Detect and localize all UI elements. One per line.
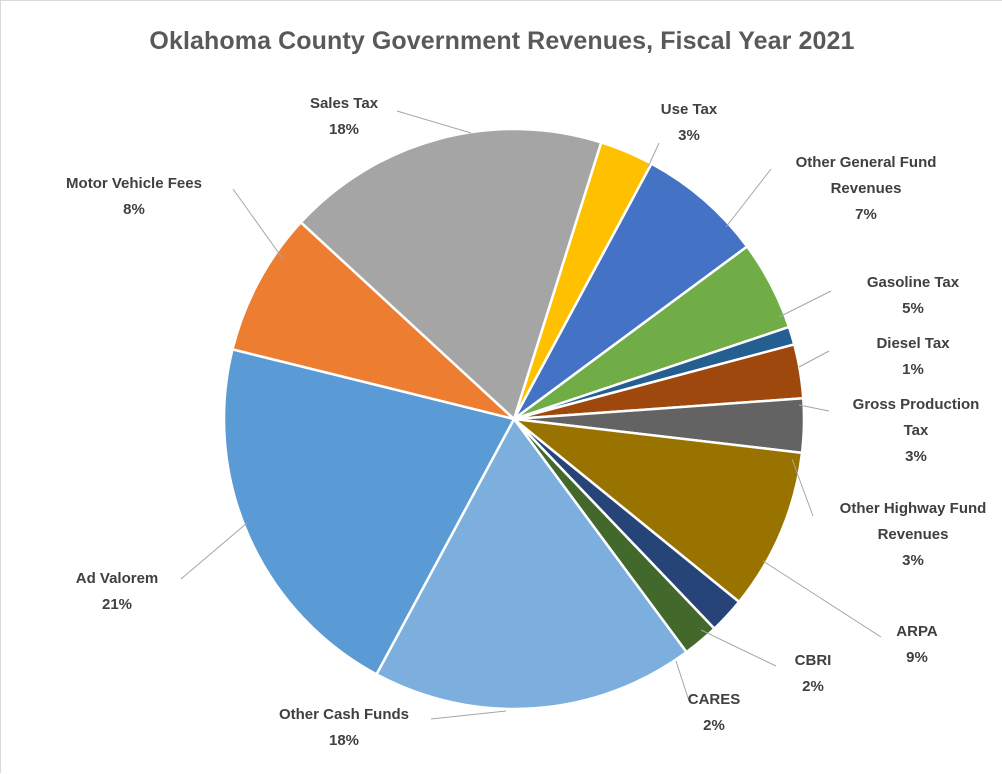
leader-line-motor-vehicle-fees xyxy=(232,188,284,260)
slice-other-cash-funds xyxy=(375,417,688,711)
leader-line-cares xyxy=(675,660,690,702)
data-label-sales-tax: Sales Tax 18% xyxy=(310,95,379,138)
data-label-diesel-tax: Diesel Tax 1% xyxy=(876,335,950,378)
slice-motor-vehicle-fees xyxy=(231,221,516,421)
chart-title: Oklahoma County Government Revenues, Fis… xyxy=(149,27,855,55)
data-label-other-general-fund-revenues: Other General Fund Revenues 7% xyxy=(796,154,937,223)
leader-line-ad-valorem xyxy=(180,522,248,580)
data-label-other-cash-funds: Other Cash Funds 18% xyxy=(279,706,409,749)
data-label-cbri: CBRI 2% xyxy=(795,652,832,695)
slice-sales-tax xyxy=(299,127,603,421)
leader-line-arpa xyxy=(762,560,882,638)
leader-line-other-cash-funds xyxy=(430,710,507,720)
slice-other-general-fund-revenues xyxy=(512,162,749,421)
slice-arpa xyxy=(512,417,804,604)
data-label-gross-production-tax: Gross Production Tax 3% xyxy=(853,396,980,465)
data-label-use-tax: Use Tax 3% xyxy=(661,101,718,144)
leader-line-sales-tax xyxy=(396,110,472,134)
data-label-ad-valorem: Ad Valorem 21% xyxy=(76,570,159,613)
data-label-gasoline-tax: Gasoline Tax 5% xyxy=(867,274,960,317)
leader-line-cbri xyxy=(700,629,777,667)
leader-line-gross-production-tax xyxy=(798,404,830,412)
data-label-cares: CARES 2% xyxy=(688,691,741,734)
data-label-other-highway-fund-revenues: Other Highway Fund Revenues 3% xyxy=(840,500,987,569)
leader-line-other-general-fund-revenues xyxy=(725,168,772,228)
leader-line-other-highway-fund-revenues xyxy=(791,458,814,517)
slice-ad-valorem xyxy=(222,348,516,676)
data-label-motor-vehicle-fees: Motor Vehicle Fees 8% xyxy=(66,175,202,218)
leader-line-use-tax xyxy=(647,142,660,168)
leader-line-gasoline-tax xyxy=(778,290,832,318)
data-label-arpa: ARPA 9% xyxy=(896,623,938,666)
leader-line-diesel-tax xyxy=(798,350,830,368)
